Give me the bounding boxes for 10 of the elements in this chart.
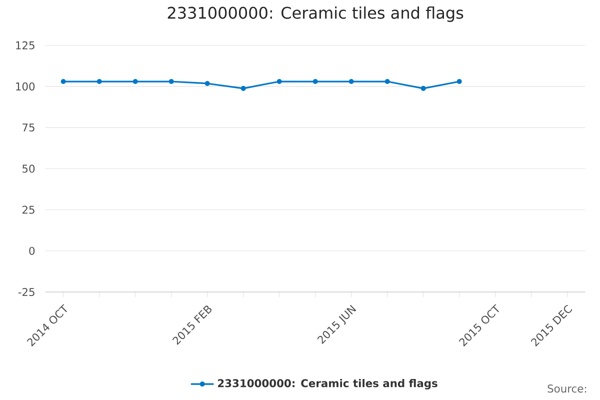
chart-title: 2331000000: Ceramic tiles and flags (168, 6, 464, 22)
legend-label: 2331000000: Ceramic tiles and flags (218, 379, 438, 390)
y-tick-label: 25 (22, 206, 34, 214)
y-tick-label: 125 (16, 41, 34, 50)
source-note: Source: (548, 384, 586, 393)
y-tick-label: -25 (18, 288, 34, 296)
y-tick-label: 0 (29, 246, 35, 255)
y-tick-label: 75 (22, 124, 34, 132)
y-tick-label: 50 (22, 164, 35, 173)
y-tick-label: 100 (16, 82, 35, 90)
